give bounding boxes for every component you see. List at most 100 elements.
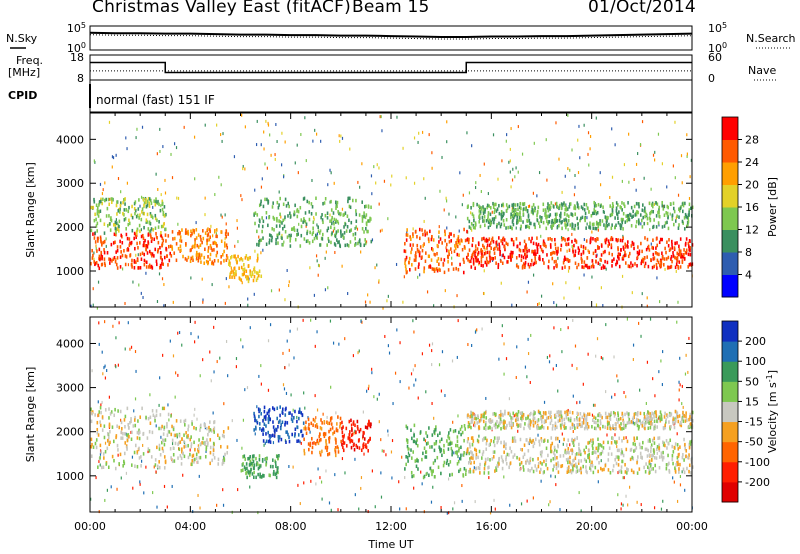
- power-speckle: [112, 156, 115, 160]
- power-echo-cell: [315, 196, 317, 201]
- power-echo-cell: [528, 248, 530, 253]
- velocity-speckle: [91, 369, 93, 373]
- power-speckle: [657, 132, 660, 136]
- velocity-speckle: [614, 393, 616, 397]
- power-echo-cell: [108, 214, 110, 218]
- power-echo-cell: [163, 255, 166, 260]
- power-echo-cell: [627, 240, 629, 244]
- power-speckle: [224, 237, 226, 241]
- velocity-echo-cell: [277, 436, 280, 440]
- power-echo-cell: [403, 249, 406, 253]
- power-echo-cell: [560, 211, 562, 216]
- velocity-echo-cell: [665, 466, 668, 471]
- power-speckle: [316, 259, 318, 263]
- power-speckle: [686, 154, 688, 158]
- velocity-echo-cell: [442, 448, 445, 453]
- power-speckle: [563, 296, 565, 300]
- velocity-speckle: [583, 418, 585, 422]
- power-speckle: [278, 288, 280, 292]
- power-speckle: [96, 306, 99, 310]
- velocity-echo-cell: [610, 441, 613, 445]
- velocity-echo-cell: [587, 425, 590, 429]
- power-echo-cell: [544, 213, 546, 217]
- velocity-echo-cell: [413, 423, 416, 428]
- power-speckle: [135, 253, 137, 257]
- power-speckle: [511, 178, 514, 182]
- velocity-echo-cell: [111, 425, 114, 429]
- power-echo-cell: [567, 242, 570, 246]
- velocity-speckle: [529, 381, 531, 385]
- velocity-echo-cell: [341, 420, 343, 425]
- power-speckle: [173, 142, 176, 146]
- power-echo-cell: [293, 226, 295, 230]
- power-echo-cell: [118, 224, 120, 229]
- power-echo-cell: [261, 229, 263, 234]
- velocity-echo-cell: [491, 457, 494, 461]
- velocity-echo-cell: [661, 458, 664, 462]
- power-echo-cell: [473, 250, 476, 254]
- power-speckle: [172, 300, 174, 304]
- power-echo-cell: [103, 261, 106, 266]
- power-echo-cell: [160, 234, 163, 238]
- velocity-speckle: [676, 499, 679, 503]
- power-speckle: [587, 249, 589, 253]
- power-echo-cell: [123, 249, 125, 253]
- power-echo-cell: [487, 220, 490, 224]
- power-speckle: [509, 170, 511, 174]
- velocity-echo-cell: [263, 415, 266, 419]
- velocity-echo-cell: [312, 423, 314, 427]
- velocity-speckle: [652, 377, 654, 381]
- power-echo-cell: [631, 263, 634, 268]
- power-echo-cell: [164, 233, 167, 237]
- power-echo-cell: [478, 205, 481, 210]
- velocity-speckle: [289, 329, 291, 333]
- velocity-echo-cell: [557, 461, 559, 465]
- power-echo-cell: [294, 237, 297, 242]
- power-echo-cell: [265, 242, 268, 246]
- velocity-echo-cell: [260, 475, 263, 479]
- velocity-speckle: [572, 430, 574, 434]
- velocity-speckle: [561, 350, 563, 354]
- power-echo-cell: [619, 252, 622, 257]
- velocity-echo-cell: [116, 443, 119, 448]
- noise-tick-left-low: 100: [67, 41, 86, 55]
- velocity-echo-cell: [98, 410, 101, 414]
- velocity-echo-cell: [455, 443, 457, 448]
- power-echo-cell: [586, 256, 589, 260]
- power-echo-cell: [542, 242, 545, 246]
- velocity-speckle: [190, 332, 192, 336]
- power-echo-cell: [326, 216, 329, 220]
- velocity-echo-cell: [298, 410, 300, 414]
- power-echo-cell: [611, 259, 614, 263]
- power-echo-cell: [162, 222, 165, 226]
- velocity-speckle: [660, 507, 663, 511]
- power-speckle: [156, 152, 158, 156]
- power-echo-cell: [671, 239, 673, 244]
- power-echo-cell: [154, 226, 157, 231]
- velocity-speckle: [286, 339, 288, 343]
- power-echo-cell: [683, 216, 686, 220]
- power-echo-cell: [476, 259, 478, 263]
- power-echo-cell: [637, 202, 640, 206]
- power-echo-cell: [431, 234, 433, 239]
- power-echo-cell: [432, 267, 435, 272]
- velocity-speckle: [282, 351, 284, 355]
- power-speckle: [431, 166, 433, 170]
- velocity-echo-cell: [451, 452, 453, 457]
- velocity-echo-cell: [591, 424, 593, 429]
- velocity-echo-cell: [255, 456, 257, 461]
- power-echo-cell: [502, 253, 504, 257]
- velocity-echo-cell: [269, 435, 271, 440]
- power-echo-cell: [278, 219, 280, 223]
- velocity-echo-cell: [588, 452, 590, 457]
- velocity-speckle: [444, 394, 446, 398]
- velocity-echo-cell: [674, 466, 676, 470]
- power-echo-cell: [431, 267, 434, 271]
- velocity-echo-cell: [258, 422, 261, 426]
- velocity-speckle: [330, 508, 332, 512]
- velocity-echo-cell: [527, 468, 530, 472]
- power-echo-cell: [628, 215, 630, 219]
- velocity-echo-cell: [509, 461, 512, 465]
- power-echo-cell: [569, 202, 571, 206]
- power-echo-cell: [543, 261, 545, 265]
